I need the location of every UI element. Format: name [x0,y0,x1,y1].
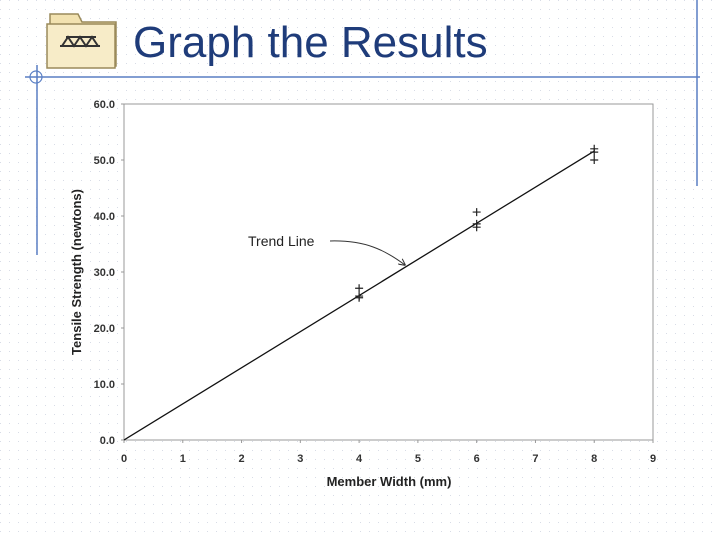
x-tick-label: 8 [591,453,597,465]
x-tick-label: 3 [297,453,303,465]
x-tick-label: 0 [121,453,127,465]
annotation: Trend Line [248,233,315,249]
data-point [355,293,364,302]
data-point [355,284,364,293]
y-tick-label: 40.0 [94,211,115,223]
data-point [472,208,481,217]
y-tick-label: 30.0 [94,267,115,279]
x-tick-label: 6 [474,453,480,465]
y-tick-label: 60.0 [94,99,115,111]
y-tick-label: 50.0 [94,155,115,167]
y-tick-label: 0.0 [100,435,115,447]
plot-area [123,103,654,441]
x-tick-label: 4 [356,453,363,465]
data-point [590,148,599,157]
rule-knot [29,70,43,84]
x-axis-title: Member Width (mm) [327,474,452,489]
annotation-arrow [329,240,405,265]
folder-icon [46,13,117,69]
x-tick-label: 5 [415,453,421,465]
x-tick-label: 9 [650,453,656,465]
data-point [590,156,599,164]
slide-title: Graph the Results [133,18,488,67]
data-point [472,223,481,232]
x-tick-label: 2 [238,453,244,465]
x-tick-label: 7 [532,453,538,465]
x-tick-label: 1 [180,453,186,465]
y-axis-title: Tensile Strength (newtons) [69,189,84,355]
y-tick-label: 10.0 [94,379,115,391]
y-tick-label: 20.0 [94,323,115,335]
